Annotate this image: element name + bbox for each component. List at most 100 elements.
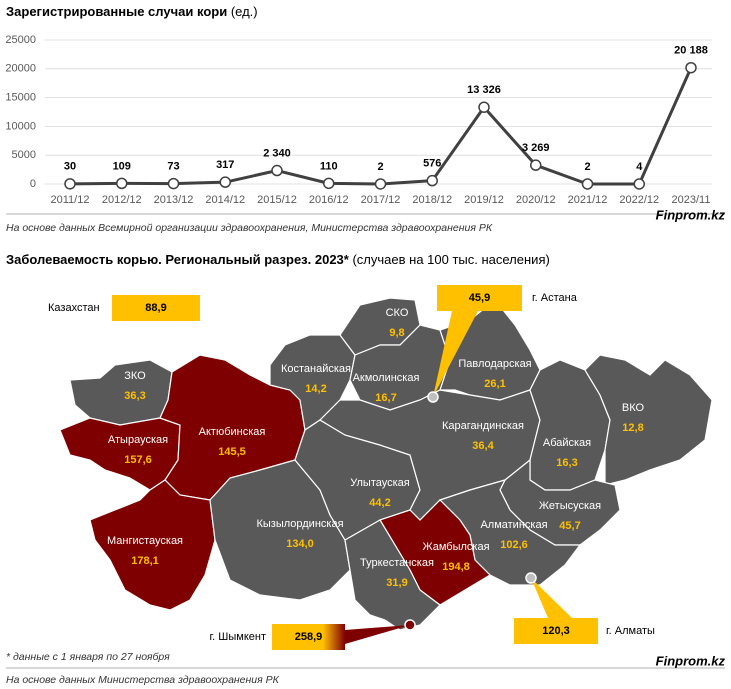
- region-value: 14,2: [305, 383, 326, 395]
- region: [584, 354, 713, 486]
- map-title: Заболеваемость корью. Региональный разре…: [6, 252, 550, 267]
- point: [219, 176, 231, 188]
- value-label: 317: [216, 159, 234, 171]
- x-tick-label: 2012/12: [102, 194, 142, 206]
- city-name: г. Алматы: [606, 625, 655, 637]
- value-label: 109: [113, 160, 131, 172]
- point: [271, 164, 283, 177]
- region-value: 145,5: [218, 446, 246, 458]
- value-label: 2: [377, 161, 383, 173]
- city-pointer: [433, 311, 478, 397]
- footnote: * данные с 1 января по 27 ноября: [6, 651, 170, 663]
- x-tick-label: 2011/12: [51, 194, 90, 206]
- region-name: Алматинская: [480, 519, 547, 531]
- point: [581, 178, 594, 190]
- x-tick-label: 2020/12: [516, 194, 556, 206]
- region: [59, 417, 181, 491]
- region: [344, 519, 441, 631]
- region-value: 12,8: [622, 422, 643, 434]
- x-tick-label: 2014/12: [205, 194, 245, 206]
- x-tick-label: 2015/12: [257, 194, 297, 206]
- region-value: 16,7: [375, 392, 396, 404]
- y-tick-label: 5000: [12, 149, 36, 161]
- value-label: 20 188: [674, 45, 708, 57]
- region-name: Павлодарская: [458, 358, 531, 370]
- region-value: 31,9: [386, 577, 407, 589]
- city-pointer: [345, 625, 410, 644]
- region-name: Жамбылская: [422, 541, 489, 553]
- city-name: г. Шымкент: [210, 631, 267, 643]
- point: [64, 178, 76, 190]
- value-label: 2 340: [263, 147, 291, 159]
- region-name: Карагандинская: [442, 420, 524, 432]
- region-name: Актюбинская: [199, 426, 266, 438]
- x-tick-label: 2013/12: [154, 194, 194, 206]
- value-label: 4: [636, 161, 643, 173]
- region-name: Жетысуская: [539, 500, 601, 512]
- title-text: Заболеваемость корью. Региональный разре…: [6, 252, 350, 267]
- region-name: СКО: [386, 307, 409, 319]
- city-box: [437, 285, 522, 311]
- region-value: 36,4: [472, 440, 494, 452]
- city-dot: [404, 619, 416, 631]
- value-label: 13 326: [467, 84, 501, 96]
- city-value: 45,9: [469, 292, 490, 304]
- y-tick-label: 25000: [5, 34, 36, 46]
- point: [374, 178, 387, 190]
- city-dot: [525, 572, 537, 584]
- x-tick-label: 2016/12: [309, 194, 349, 206]
- value-label: 3 269: [522, 142, 550, 154]
- region-name: Туркестанская: [360, 557, 434, 569]
- brand: Finprom.kz: [656, 653, 726, 668]
- source: На основе данных Всемирной организации з…: [6, 222, 493, 234]
- region-value: 194,8: [442, 561, 470, 573]
- source: На основе данных Министерства здравоохра…: [6, 674, 280, 686]
- region: [89, 479, 216, 611]
- region-value: 134,0: [286, 538, 314, 550]
- region-value: 157,6: [124, 454, 152, 466]
- value-label: 110: [320, 160, 338, 172]
- point: [426, 174, 438, 187]
- y-tick-label: 20000: [5, 63, 36, 75]
- region-name: Мангистауская: [107, 535, 183, 547]
- region-value: 26,1: [484, 378, 505, 390]
- region-value: 16,3: [556, 457, 577, 469]
- y-tick-label: 10000: [5, 120, 36, 132]
- region: [69, 359, 173, 426]
- region-name: ВКО: [622, 402, 645, 414]
- x-tick-label: 2022/12: [619, 194, 659, 206]
- title-unit: (случаев на 100 тыс. населения): [352, 252, 549, 267]
- value-label: 73: [167, 160, 179, 172]
- y-tick-label: 0: [30, 178, 36, 190]
- region-name: Абайская: [543, 437, 591, 449]
- city-value: 258,9: [295, 631, 323, 643]
- point: [167, 177, 180, 190]
- city-name: г. Астана: [532, 292, 578, 304]
- region-value: 9,8: [389, 327, 404, 339]
- region-name: Кызылординская: [256, 518, 343, 530]
- city-dot: [427, 391, 439, 403]
- point: [323, 177, 335, 190]
- region-value: 178,1: [131, 555, 159, 567]
- city-box: [514, 618, 598, 644]
- region-name: ЗКО: [124, 370, 146, 382]
- point: [633, 178, 645, 190]
- city-pointer: [531, 578, 572, 618]
- national-name: Казахстан: [48, 302, 100, 314]
- region-name: Костанайская: [281, 363, 351, 375]
- point: [116, 177, 128, 190]
- x-tick-label: 2018/12: [412, 194, 452, 206]
- point: [530, 159, 542, 171]
- national-box: [112, 295, 200, 321]
- x-tick-label: 2021/12: [568, 194, 608, 206]
- value-label: 30: [64, 161, 76, 173]
- map: [59, 297, 713, 631]
- region-value: 36,3: [124, 390, 145, 402]
- region-value: 45,7: [559, 520, 580, 532]
- region-name: Улытауская: [350, 477, 410, 489]
- value-label: 2: [584, 161, 590, 173]
- x-tick-label: 2017/12: [361, 194, 401, 206]
- national-value: 88,9: [145, 302, 166, 314]
- title-unit: (ед.): [231, 4, 258, 19]
